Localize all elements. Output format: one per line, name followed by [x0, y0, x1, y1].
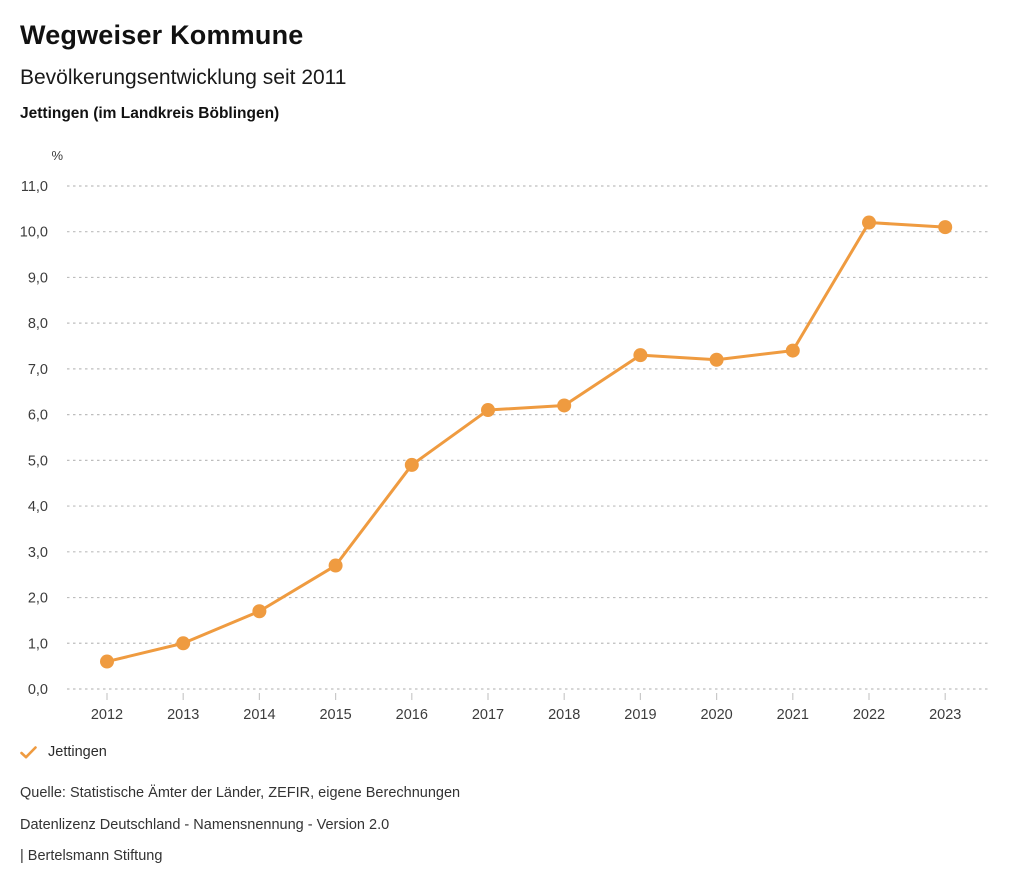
y-axis-tick-label: 0,0 [28, 682, 48, 698]
x-axis-label-2017: 2017 [472, 707, 504, 723]
y-axis-tick-label: 6,0 [28, 408, 48, 424]
line-chart: % 0,0 1,0 2,0 3,0 4,0 5,0 6,0 7,0 8,0 9,0 10,0 11,0 2… [20, 148, 991, 723]
chart-region-subtitle: Jettingen (im Landkreis Böblingen) [20, 105, 280, 122]
legend-check-icon [20, 745, 37, 758]
x-axis-label-2022: 2022 [853, 707, 885, 723]
y-axis-tick-label: 7,0 [28, 362, 48, 378]
data-point-2016[interactable] [404, 457, 419, 472]
data-point-2018[interactable] [557, 398, 572, 413]
y-axis-tick-label: 1,0 [28, 636, 48, 652]
legend-item-jettingen[interactable]: Jettingen [20, 744, 107, 760]
legend-label: Jettingen [48, 744, 107, 760]
data-point-2020[interactable] [709, 352, 724, 367]
publisher-line: | Bertelsmann Stiftung [20, 848, 163, 864]
data-point-2019[interactable] [633, 348, 648, 363]
y-axis-tick-label: 5,0 [28, 453, 48, 469]
license-line: Datenlizenz Deutschland - Namensnennung … [20, 817, 390, 833]
data-point-2014[interactable] [252, 604, 267, 619]
y-axis-tick-label: 4,0 [28, 499, 48, 515]
x-axis-label-2018: 2018 [548, 707, 580, 723]
x-axis-label-2023: 2023 [929, 707, 961, 723]
x-axis-label-2019: 2019 [624, 707, 656, 723]
source-line: Quelle: Statistische Ämter der Länder, Z… [20, 785, 461, 801]
data-point-2017[interactable] [481, 403, 495, 418]
x-axis-label-2012: 2012 [91, 707, 123, 723]
data-point-2012[interactable] [100, 654, 114, 669]
data-point-2013[interactable] [176, 636, 191, 651]
x-axis-label-2014: 2014 [243, 707, 275, 723]
data-point-2023[interactable] [938, 220, 953, 235]
y-axis-tick-label: 2,0 [28, 591, 48, 607]
x-axis-label-2021: 2021 [777, 707, 809, 723]
data-point-2022[interactable] [862, 215, 876, 230]
data-point-2021[interactable] [785, 343, 800, 358]
chart-title: Bevölkerungsentwicklung seit 2011 [20, 66, 347, 89]
x-axis-label-2013: 2013 [167, 707, 199, 723]
y-axis-tick-label: 10,0 [20, 225, 48, 241]
x-axis-label-2016: 2016 [396, 707, 428, 723]
y-axis-tick-label: 8,0 [28, 316, 48, 332]
x-axis-label-2015: 2015 [319, 707, 351, 723]
app-title: Wegweiser Kommune [20, 20, 304, 50]
data-point-2015[interactable] [328, 558, 343, 573]
y-axis-unit-label: % [51, 148, 63, 163]
y-axis-tick-label: 11,0 [21, 179, 48, 195]
y-axis-tick-label: 3,0 [28, 545, 48, 561]
x-axis-label-2020: 2020 [700, 707, 732, 723]
y-axis-tick-label: 9,0 [28, 270, 48, 286]
series-line-jettingen [105, 221, 947, 664]
